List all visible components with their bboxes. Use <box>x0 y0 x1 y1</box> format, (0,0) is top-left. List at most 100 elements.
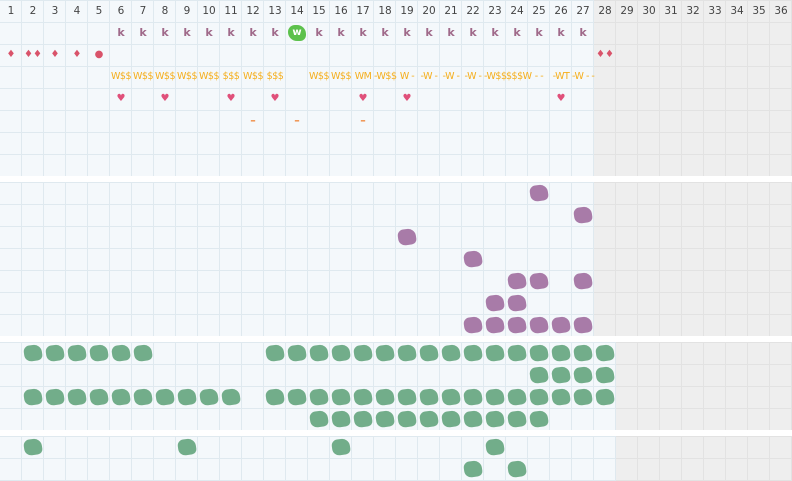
purple-check-mark[interactable] <box>462 315 484 335</box>
money-marker[interactable]: WM <box>354 71 372 82</box>
k-marker[interactable]: k <box>139 26 147 39</box>
purple-check-mark[interactable] <box>572 205 594 225</box>
dash-marker[interactable]: – <box>360 114 366 127</box>
green-check-mark[interactable] <box>396 409 418 429</box>
purple-check-mark[interactable] <box>506 315 528 335</box>
k-marker[interactable]: k <box>513 26 521 39</box>
purple-check-mark[interactable] <box>462 249 484 269</box>
drop-icon[interactable]: ● <box>94 49 104 60</box>
green-check-mark[interactable] <box>264 343 286 363</box>
green-check-mark[interactable] <box>198 387 220 407</box>
k-marker[interactable]: k <box>183 26 191 39</box>
money-marker[interactable]: W$$ <box>309 71 329 82</box>
money-marker[interactable]: -W - <box>464 71 482 82</box>
green-check-mark[interactable] <box>550 343 572 363</box>
k-marker[interactable]: k <box>535 26 543 39</box>
purple-check-mark[interactable] <box>396 227 418 247</box>
green-check-mark[interactable] <box>132 387 154 407</box>
green-check-mark[interactable] <box>418 343 440 363</box>
purple-check-mark[interactable] <box>528 315 550 335</box>
green-check-mark[interactable] <box>506 459 528 479</box>
green-check-mark[interactable] <box>572 387 594 407</box>
money-marker[interactable]: W$$ <box>331 71 351 82</box>
green-check-mark[interactable] <box>462 343 484 363</box>
money-marker[interactable]: $$$ <box>222 71 240 82</box>
green-check-mark[interactable] <box>594 387 616 407</box>
green-check-mark[interactable] <box>374 409 396 429</box>
green-check-mark[interactable] <box>330 343 352 363</box>
purple-check-mark[interactable] <box>572 271 594 291</box>
k-marker[interactable]: k <box>271 26 279 39</box>
green-check-mark[interactable] <box>154 387 176 407</box>
green-check-mark[interactable] <box>528 387 550 407</box>
green-check-mark[interactable] <box>220 387 242 407</box>
k-marker[interactable]: k <box>425 26 433 39</box>
purple-check-mark[interactable] <box>506 293 528 313</box>
green-check-mark[interactable] <box>550 365 572 385</box>
green-check-mark[interactable] <box>418 387 440 407</box>
green-check-mark[interactable] <box>572 343 594 363</box>
k-marker[interactable]: k <box>337 26 345 39</box>
green-check-mark[interactable] <box>352 409 374 429</box>
drop-icon[interactable]: ♦ <box>50 49 60 60</box>
green-check-mark[interactable] <box>88 387 110 407</box>
money-marker[interactable]: - - <box>534 71 544 82</box>
green-check-mark[interactable] <box>440 409 462 429</box>
green-check-mark[interactable] <box>396 343 418 363</box>
dash-marker[interactable]: – <box>250 114 256 127</box>
w-badge[interactable]: w <box>288 25 306 41</box>
purple-check-mark[interactable] <box>528 271 550 291</box>
green-check-mark[interactable] <box>330 409 352 429</box>
green-check-mark[interactable] <box>110 387 132 407</box>
green-check-mark[interactable] <box>374 387 396 407</box>
green-check-mark[interactable] <box>264 387 286 407</box>
k-marker[interactable]: k <box>491 26 499 39</box>
purple-check-mark[interactable] <box>528 183 550 203</box>
purple-check-mark[interactable] <box>506 271 528 291</box>
green-check-mark[interactable] <box>44 387 66 407</box>
money-marker[interactable]: -W$$ <box>484 71 507 82</box>
green-check-mark[interactable] <box>594 343 616 363</box>
green-check-mark[interactable] <box>330 387 352 407</box>
k-marker[interactable]: k <box>315 26 323 39</box>
money-marker[interactable]: $$$ <box>266 71 284 82</box>
money-marker[interactable]: -W - - <box>572 71 595 82</box>
heart-icon[interactable]: ♥ <box>358 93 368 104</box>
k-marker[interactable]: k <box>579 26 587 39</box>
green-check-mark[interactable] <box>528 409 550 429</box>
money-marker[interactable]: W$$ <box>155 71 175 82</box>
money-marker[interactable]: -W$$ <box>374 71 397 82</box>
green-check-mark[interactable] <box>286 343 308 363</box>
green-check-mark[interactable] <box>572 365 594 385</box>
k-marker[interactable]: k <box>227 26 235 39</box>
money-marker[interactable]: W$$ <box>243 71 263 82</box>
k-marker[interactable]: k <box>557 26 565 39</box>
k-marker[interactable]: k <box>469 26 477 39</box>
green-check-mark[interactable] <box>506 387 528 407</box>
green-check-mark[interactable] <box>22 387 44 407</box>
green-check-mark[interactable] <box>484 409 506 429</box>
k-marker[interactable]: k <box>381 26 389 39</box>
money-marker[interactable]: W$$ <box>111 71 131 82</box>
green-check-mark[interactable] <box>396 387 418 407</box>
green-check-mark[interactable] <box>110 343 132 363</box>
heart-icon[interactable]: ♥ <box>116 93 126 104</box>
purple-check-mark[interactable] <box>484 315 506 335</box>
dash-marker[interactable]: – <box>294 114 300 127</box>
heart-icon[interactable]: ♥ <box>160 93 170 104</box>
k-marker[interactable]: k <box>161 26 169 39</box>
money-marker[interactable]: W$$ <box>199 71 219 82</box>
green-check-mark[interactable] <box>66 387 88 407</box>
green-check-mark[interactable] <box>462 409 484 429</box>
green-check-mark[interactable] <box>374 343 396 363</box>
heart-icon[interactable]: ♥ <box>402 93 412 104</box>
green-check-mark[interactable] <box>462 459 484 479</box>
drop-icon[interactable]: ♦ <box>6 49 16 60</box>
drop-icon[interactable]: ♦ <box>72 49 82 60</box>
green-check-mark[interactable] <box>506 343 528 363</box>
green-check-mark[interactable] <box>132 343 154 363</box>
green-check-mark[interactable] <box>176 437 198 457</box>
money-marker[interactable]: $$$W <box>506 71 532 82</box>
green-check-mark[interactable] <box>594 365 616 385</box>
money-marker[interactable]: -WT <box>552 71 570 82</box>
